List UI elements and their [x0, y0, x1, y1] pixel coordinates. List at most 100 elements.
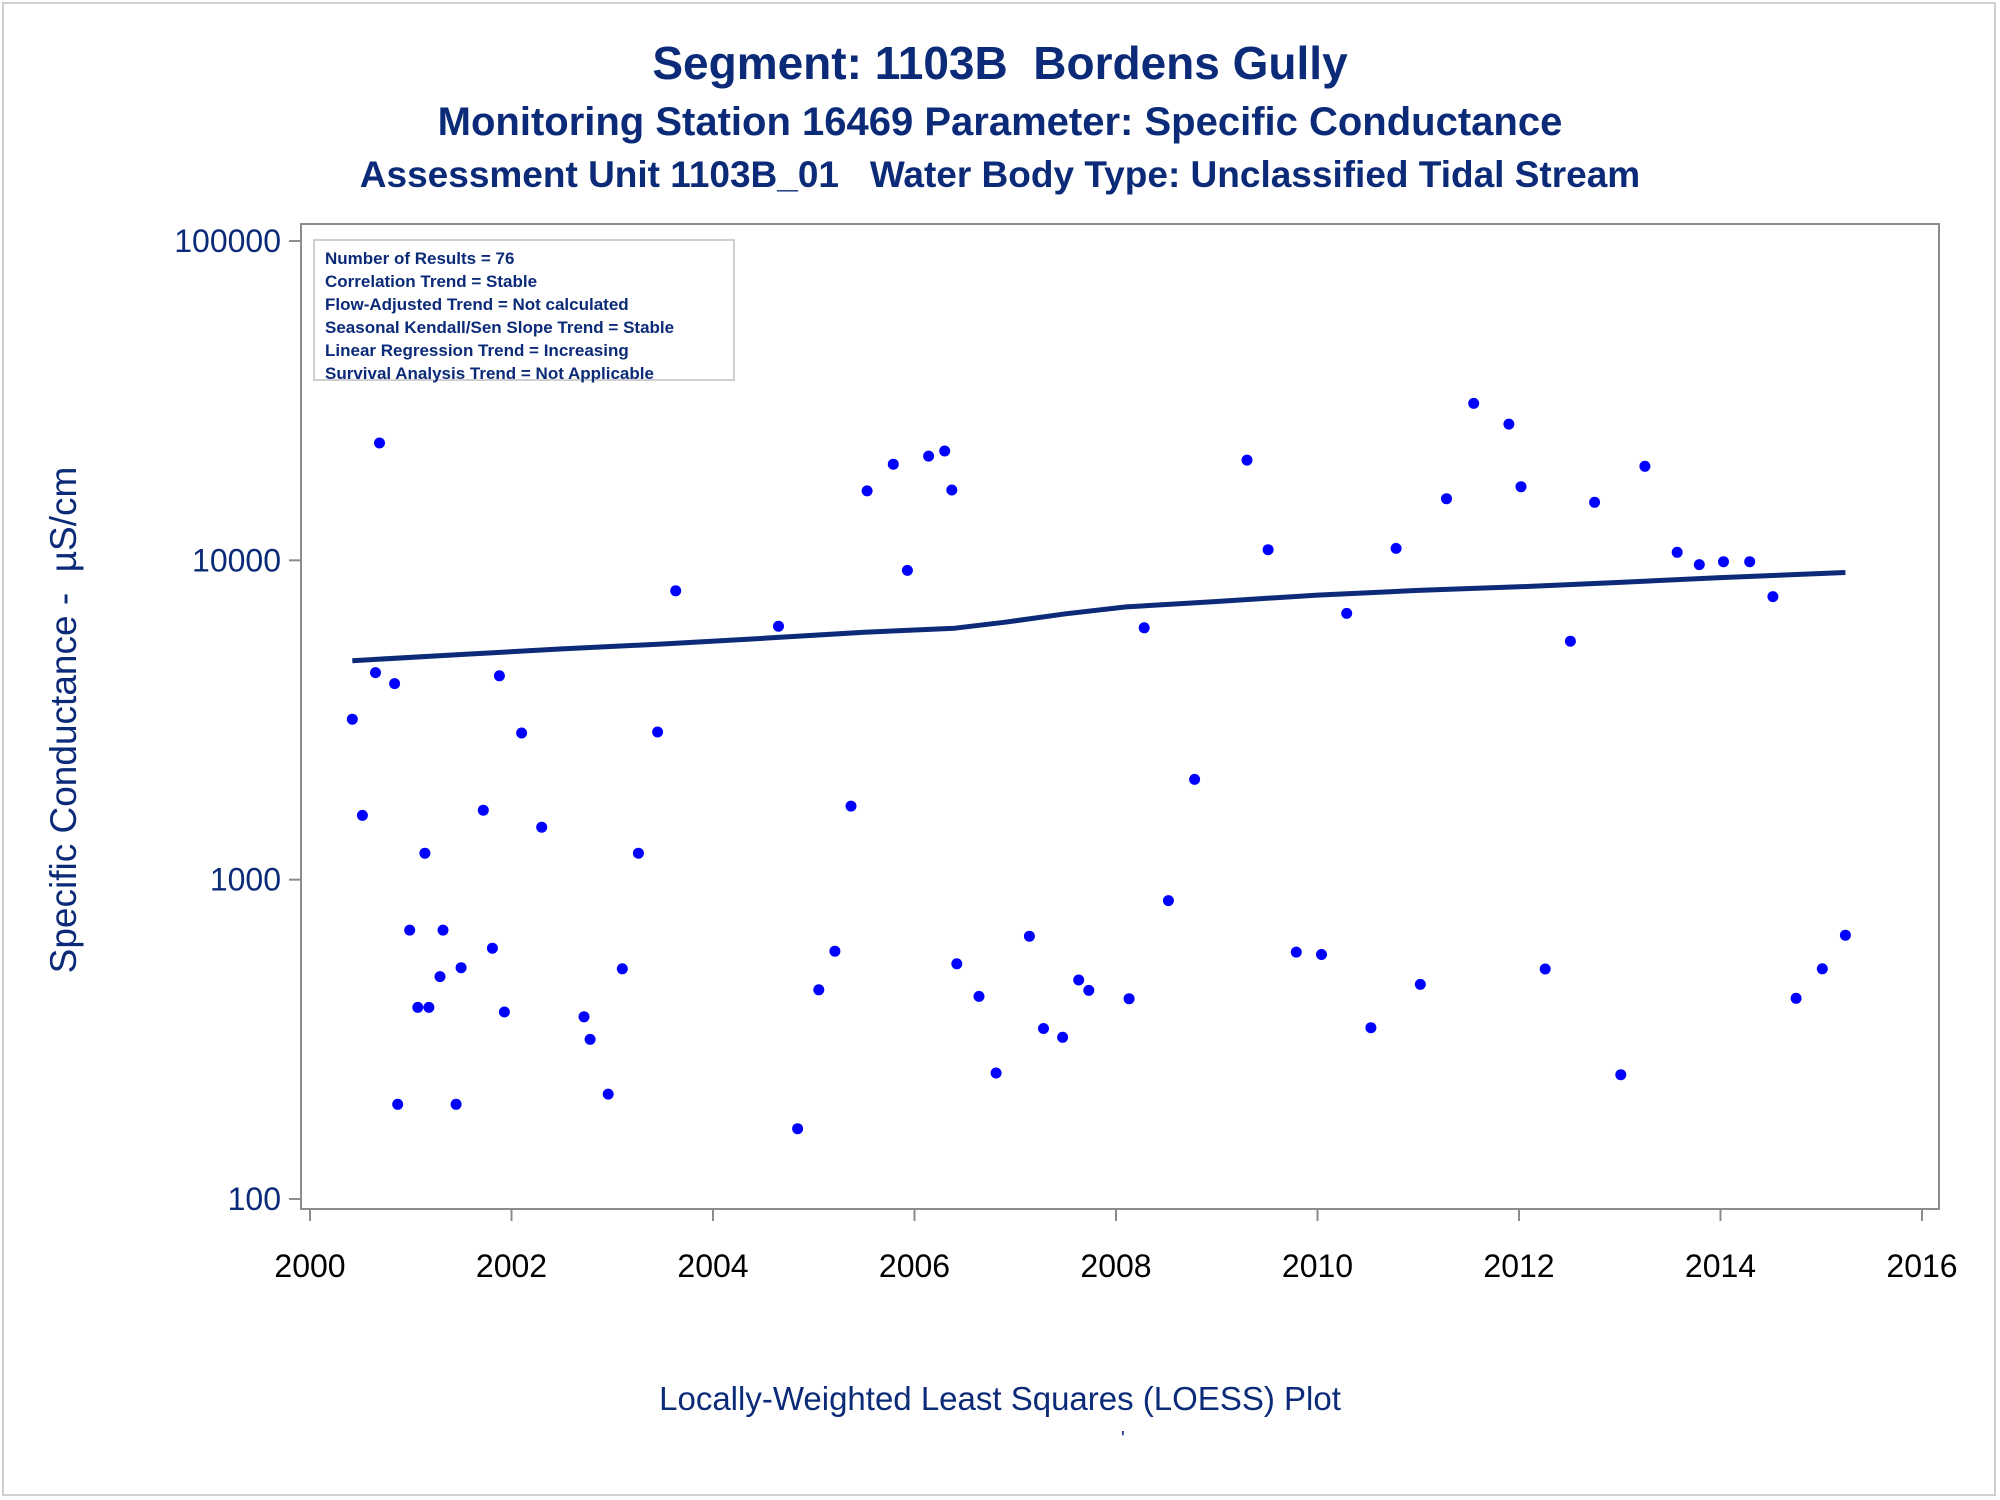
- chart-title: Segment: 1103B Bordens Gully: [652, 37, 1348, 89]
- stat-seasonal-kendall-trend: Seasonal Kendall/Sen Slope Trend = Stabl…: [325, 318, 675, 337]
- data-point: [374, 437, 385, 449]
- data-point: [486, 942, 498, 954]
- data-point: [1162, 895, 1174, 907]
- data-point: [1290, 946, 1302, 958]
- footnote-mark: ': [1121, 1428, 1125, 1450]
- data-point: [861, 485, 873, 497]
- data-point: [1073, 974, 1085, 986]
- data-point: [1123, 993, 1135, 1005]
- y-tick-label: 100: [228, 1181, 281, 1217]
- trend-stats-box: Number of Results = 76 Correlation Trend…: [313, 239, 735, 383]
- data-point: [1615, 1069, 1627, 1081]
- data-point: [1839, 929, 1851, 941]
- y-tick-label: 100000: [174, 223, 281, 259]
- y-tick-label: 10000: [192, 542, 281, 578]
- data-point: [1468, 397, 1480, 409]
- data-point: [901, 564, 913, 576]
- data-point: [437, 924, 449, 936]
- data-point: [946, 484, 958, 496]
- data-point: [632, 847, 644, 859]
- data-point: [434, 971, 446, 983]
- data-point: [951, 958, 963, 970]
- data-point: [450, 1098, 462, 1110]
- x-tick-label: 2000: [274, 1248, 345, 1284]
- stat-flow-adjusted-trend: Flow-Adjusted Trend = Not calculated: [325, 295, 629, 314]
- data-point: [1564, 635, 1576, 647]
- data-point: [1589, 496, 1601, 508]
- data-point: [1414, 978, 1426, 990]
- data-point: [419, 847, 431, 859]
- data-point: [670, 585, 682, 597]
- data-point: [829, 945, 841, 957]
- data-point: [1365, 1022, 1377, 1034]
- data-point: [1671, 546, 1683, 558]
- data-point: [346, 713, 358, 725]
- data-point: [477, 804, 489, 816]
- data-point: [1790, 992, 1802, 1004]
- data-point: [1767, 591, 1779, 603]
- data-point: [1816, 963, 1828, 975]
- data-point: [773, 620, 784, 632]
- data-point: [1038, 1023, 1049, 1034]
- stat-correlation-trend: Correlation Trend = Stable: [325, 272, 538, 291]
- data-point: [939, 445, 951, 457]
- data-point: [1693, 559, 1705, 571]
- y-tick-label: 1000: [210, 862, 281, 898]
- data-point: [1083, 984, 1095, 996]
- data-point: [652, 726, 664, 738]
- data-point: [578, 1011, 590, 1023]
- data-point: [584, 1033, 596, 1045]
- loess-trend-line: [352, 570, 1846, 664]
- stat-survival-analysis-trend: Survival Analysis Trend = Not Applicable: [325, 364, 654, 383]
- chart-subtitle-assessment: Assessment Unit 1103B_01 Water Body Type…: [359, 154, 1641, 195]
- data-point: [1515, 481, 1527, 493]
- data-point: [370, 667, 381, 679]
- data-point: [1539, 963, 1551, 975]
- data-point: [392, 1098, 404, 1110]
- plot-area: [300, 223, 1940, 1210]
- x-tick-label: 2012: [1483, 1248, 1554, 1284]
- chart-subtitle-station: Monitoring Station 16469 Parameter: Spec…: [437, 100, 1563, 144]
- stat-number-of-results: Number of Results = 76: [325, 249, 515, 268]
- data-point: [389, 678, 401, 690]
- data-point: [923, 450, 935, 462]
- data-point: [1262, 544, 1274, 556]
- data-point: [1390, 542, 1402, 554]
- data-point: [1189, 773, 1201, 785]
- x-tick-label: 2004: [677, 1248, 748, 1284]
- data-point: [1639, 460, 1651, 472]
- data-point: [498, 1006, 510, 1018]
- data-point: [1316, 949, 1327, 960]
- data-point: [1744, 556, 1756, 568]
- data-point: [493, 670, 505, 682]
- y-axis-title: Specific Conductance - µS/cm: [43, 466, 84, 974]
- x-tick-label: 2002: [476, 1248, 547, 1284]
- data-point: [455, 962, 467, 974]
- data-point: [887, 458, 899, 470]
- data-point: [1341, 607, 1353, 619]
- data-point: [1718, 556, 1729, 568]
- data-point: [990, 1067, 1002, 1079]
- x-tick-label: 2008: [1080, 1248, 1151, 1284]
- data-point: [792, 1123, 804, 1135]
- data-point: [973, 990, 985, 1002]
- data-point: [1023, 930, 1035, 942]
- data-point: [412, 1001, 424, 1013]
- plot-footnote: Locally-Weighted Least Squares (LOESS) P…: [659, 1380, 1341, 1417]
- data-point: [516, 727, 528, 739]
- data-point: [423, 1001, 435, 1013]
- data-point: [1241, 454, 1253, 466]
- x-tick-label: 2016: [1886, 1248, 1957, 1284]
- data-point: [404, 924, 416, 936]
- stat-linear-regression-trend: Linear Regression Trend = Increasing: [325, 341, 629, 360]
- x-tick-label: 2006: [879, 1248, 950, 1284]
- x-tick-label: 2010: [1282, 1248, 1353, 1284]
- x-tick-label: 2014: [1685, 1248, 1756, 1284]
- data-point: [845, 800, 857, 812]
- data-point: [1138, 622, 1150, 634]
- data-point: [1057, 1031, 1069, 1043]
- data-point: [813, 984, 825, 996]
- data-point: [1503, 418, 1515, 430]
